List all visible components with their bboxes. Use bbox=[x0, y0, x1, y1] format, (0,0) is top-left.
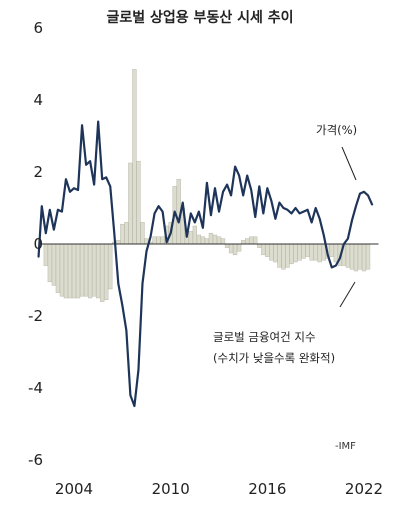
fci-bar bbox=[232, 243, 238, 256]
fci-bar bbox=[253, 236, 258, 245]
fci-leader-line bbox=[339, 281, 356, 308]
fci-bar bbox=[309, 243, 314, 261]
fci-bar bbox=[116, 240, 121, 245]
fci-bar bbox=[313, 243, 318, 261]
fci-bar bbox=[140, 222, 145, 245]
y-tick-label: -4 bbox=[28, 379, 43, 397]
price-leader-line bbox=[341, 146, 357, 181]
fci-bar bbox=[277, 243, 282, 268]
x-tick-label: 2022 bbox=[345, 480, 383, 498]
fci-bar bbox=[353, 243, 359, 272]
fci-bar bbox=[345, 243, 351, 268]
fci-bar bbox=[43, 243, 48, 266]
fci-bar bbox=[265, 243, 270, 257]
fci-bar bbox=[63, 243, 69, 299]
fci-bar bbox=[79, 243, 85, 297]
x-tick-label: 2004 bbox=[55, 480, 93, 498]
fci-bar bbox=[293, 243, 298, 263]
fci-bar bbox=[204, 238, 210, 245]
fci-note: (수치가 낮을수록 완화적) bbox=[213, 351, 335, 365]
y-tick-label: -6 bbox=[28, 451, 43, 469]
fci-bar bbox=[361, 243, 367, 272]
fci-bar bbox=[83, 243, 89, 297]
fci-bar bbox=[349, 243, 355, 270]
fci-bar bbox=[75, 243, 81, 299]
x-tick-label: 2010 bbox=[152, 480, 190, 498]
fci-bar bbox=[301, 243, 306, 259]
fci-bar bbox=[100, 243, 105, 302]
price-annotation: 가격(%) bbox=[316, 123, 357, 137]
fci-bar bbox=[357, 243, 363, 270]
fci-bar bbox=[317, 243, 322, 263]
fci-bar bbox=[249, 236, 254, 245]
fci-annotation: 글로벌 금융여건 지수 bbox=[213, 330, 316, 344]
fci-bar bbox=[104, 243, 109, 301]
fci-bar bbox=[152, 236, 157, 245]
fci-bar bbox=[124, 222, 129, 245]
fci-bar bbox=[329, 243, 334, 257]
x-axis-ticks: 2004 2010 2016 2022 bbox=[55, 480, 383, 498]
x-tick-label: 2016 bbox=[248, 480, 286, 498]
fci-bar bbox=[236, 243, 242, 252]
y-tick-label: -2 bbox=[28, 307, 43, 325]
fci-bar bbox=[269, 243, 274, 261]
fci-bar bbox=[136, 160, 141, 245]
fci-bar bbox=[208, 232, 214, 245]
y-tick-label: 0 bbox=[33, 235, 43, 253]
fci-bar bbox=[297, 243, 302, 261]
fci-bar bbox=[91, 243, 97, 297]
fci-bar bbox=[281, 243, 286, 270]
fci-bar bbox=[156, 236, 161, 245]
fci-bar bbox=[261, 243, 266, 256]
fci-bar bbox=[188, 231, 193, 245]
fci-bar bbox=[365, 243, 371, 270]
fci-bar bbox=[224, 243, 230, 248]
fci-bar bbox=[228, 243, 234, 254]
fci-bar bbox=[200, 236, 206, 245]
fci-bar bbox=[108, 243, 113, 290]
fci-bar bbox=[285, 243, 290, 268]
fci-bar bbox=[216, 236, 222, 245]
fci-bar bbox=[55, 243, 61, 293]
fci-bar bbox=[192, 225, 197, 245]
fci-bar bbox=[333, 243, 338, 263]
fci-bar bbox=[96, 243, 101, 299]
fci-bar bbox=[289, 243, 294, 265]
y-tick-label: 6 bbox=[33, 19, 43, 37]
fci-bar bbox=[220, 238, 226, 245]
fci-bar bbox=[196, 234, 202, 245]
fci-bar bbox=[212, 234, 218, 245]
fci-bar bbox=[59, 243, 65, 297]
fci-bar bbox=[160, 236, 165, 245]
price-line bbox=[37, 120, 374, 408]
fci-bar bbox=[241, 240, 246, 245]
y-tick-label: 4 bbox=[33, 91, 43, 109]
fci-bar bbox=[132, 69, 137, 245]
fci-bar bbox=[128, 162, 133, 245]
fci-bar bbox=[273, 243, 278, 263]
fci-bar bbox=[120, 223, 125, 245]
chart-title: 글로벌 상업용 부동산 시세 추이 bbox=[107, 9, 294, 26]
fci-bar bbox=[71, 243, 77, 299]
source-label: -IMF bbox=[335, 441, 356, 452]
fci-bar bbox=[257, 243, 262, 248]
fci-bar bbox=[245, 238, 250, 245]
fci-bar bbox=[47, 243, 52, 283]
fci-bar bbox=[305, 243, 310, 257]
fci-bar bbox=[87, 243, 93, 299]
fci-bar bbox=[67, 243, 73, 299]
fci-bar bbox=[51, 243, 57, 286]
y-axis-ticks: 6 4 2 0 -2 -4 -6 bbox=[28, 19, 43, 469]
y-tick-label: 2 bbox=[33, 163, 43, 181]
